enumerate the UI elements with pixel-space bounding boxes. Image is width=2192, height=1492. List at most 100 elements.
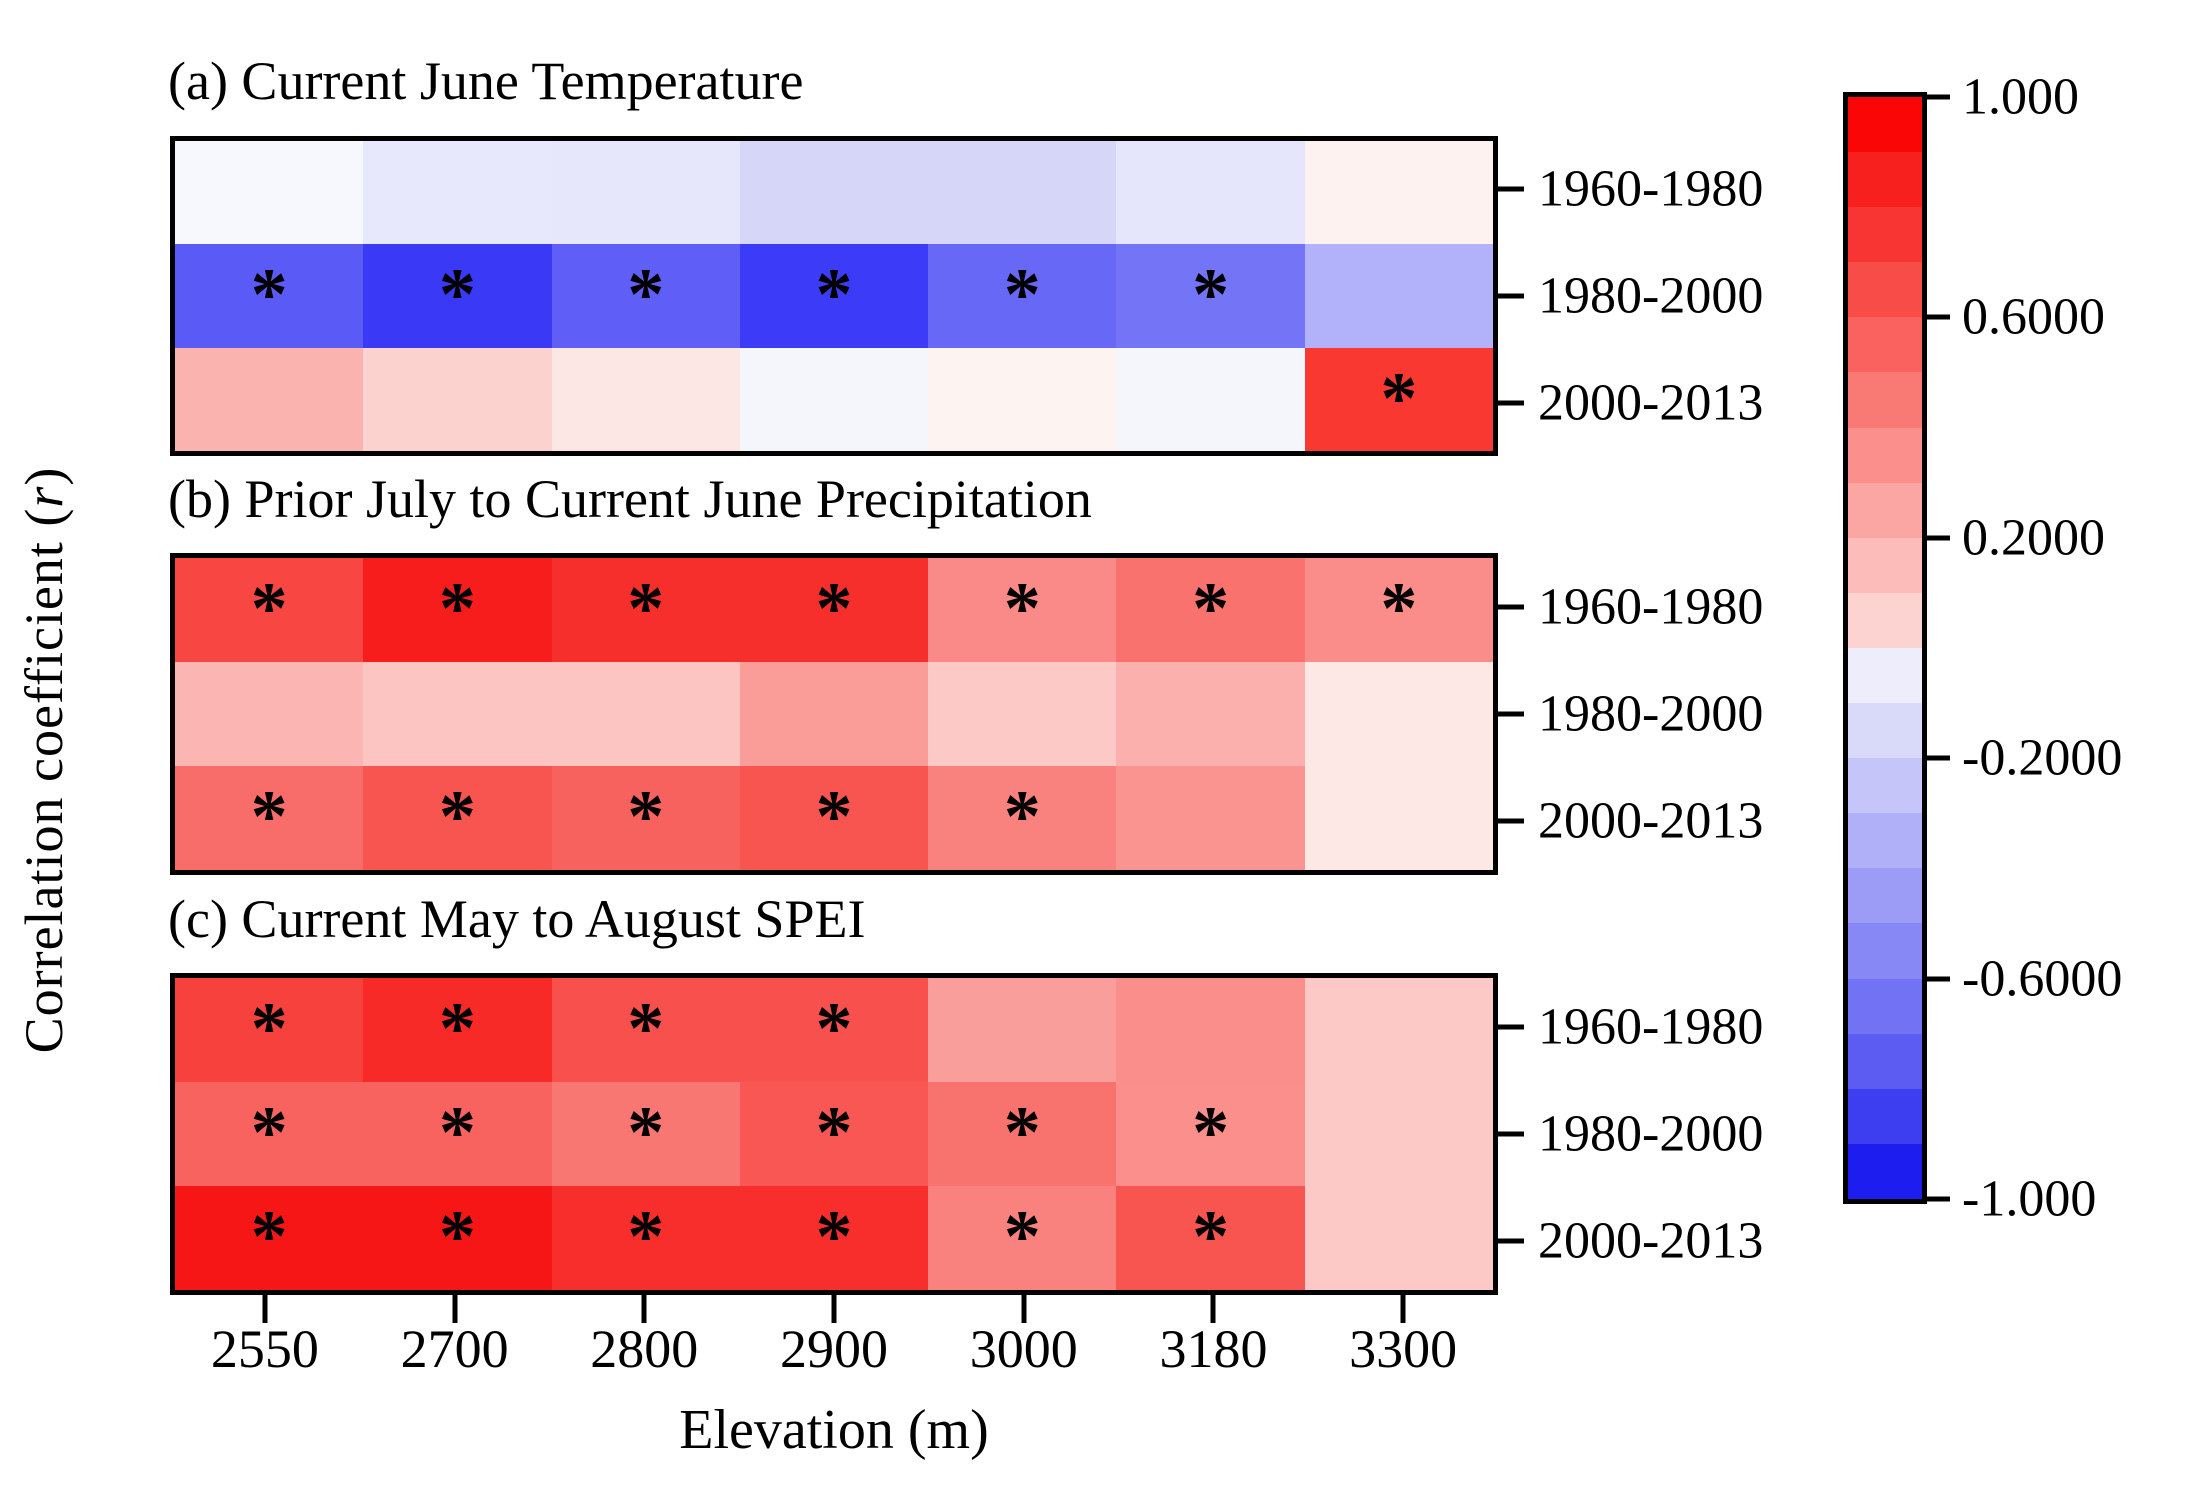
heatmap-cell xyxy=(175,347,364,451)
heatmap-cell: * xyxy=(175,244,364,348)
significance-asterisk: * xyxy=(250,776,288,858)
significance-asterisk: * xyxy=(1003,776,1041,858)
y-tick xyxy=(1498,604,1524,610)
heatmap-cell xyxy=(1116,662,1305,766)
y-tick xyxy=(1498,1131,1524,1137)
colorbar-band xyxy=(1848,703,1922,759)
x-tick-label: 2700 xyxy=(400,1319,509,1379)
heatmap-cell: * xyxy=(363,766,552,870)
significance-asterisk: * xyxy=(1003,1196,1041,1278)
heatmap-cell: * xyxy=(551,766,740,870)
significance-asterisk: * xyxy=(627,1092,665,1174)
significance-asterisk: * xyxy=(1003,568,1041,650)
heatmap-cell xyxy=(175,662,364,766)
heatmap-cell: * xyxy=(363,244,552,348)
colorbar-tick xyxy=(1922,1196,1950,1202)
significance-asterisk: * xyxy=(250,988,288,1070)
x-tick-label: 2550 xyxy=(210,1319,319,1379)
heatmap-cell xyxy=(739,662,929,766)
colorbar-band xyxy=(1848,97,1922,153)
panel-b-heatmap: * * * * * * * * * * * * xyxy=(170,553,1498,875)
row-label: 1960-1980 xyxy=(1538,578,1764,636)
heatmap-cell: * xyxy=(739,766,929,870)
colorbar-band xyxy=(1848,317,1922,373)
x-tick-label: 3180 xyxy=(1159,1319,1268,1379)
colorbar-tick-label: 1.000 xyxy=(1962,68,2079,126)
row-label: 2000-2013 xyxy=(1538,792,1764,850)
row-label: 2000-2013 xyxy=(1538,374,1764,432)
colorbar-band xyxy=(1848,482,1922,538)
heatmap-cell: * xyxy=(551,1082,740,1186)
row-label: 1980-2000 xyxy=(1538,685,1764,743)
heatmap-cell xyxy=(1304,244,1493,348)
heatmap-cell: * xyxy=(928,1082,1117,1186)
heatmap-cell: * xyxy=(928,1186,1117,1290)
significance-asterisk: * xyxy=(627,254,665,337)
significance-asterisk: * xyxy=(627,568,665,650)
significance-asterisk: * xyxy=(250,568,288,650)
y-axis-label-text: Correlation coefficient ( xyxy=(14,507,74,1054)
colorbar-band xyxy=(1848,207,1922,263)
significance-asterisk: * xyxy=(250,1092,288,1174)
heatmap-cell xyxy=(1304,978,1493,1082)
heatmap-cell xyxy=(739,347,929,451)
x-axis-label: Elevation (m) xyxy=(679,1399,989,1461)
heatmap-cell: * xyxy=(363,1082,552,1186)
y-tick xyxy=(1498,818,1524,824)
row-label: 1980-2000 xyxy=(1538,267,1764,325)
heatmap-cell xyxy=(1304,662,1493,766)
heatmap-cell: * xyxy=(551,978,740,1082)
panel-c-heatmap: * * * * * * * * * * * * * * * * xyxy=(170,973,1498,1295)
colorbar-tick xyxy=(1922,94,1950,100)
x-tick-label: 2800 xyxy=(590,1319,699,1379)
x-tick xyxy=(1210,1295,1216,1323)
heatmap-cell: * xyxy=(1304,558,1493,662)
heatmap-cell: * xyxy=(739,978,929,1082)
heatmap-cell: * xyxy=(551,558,740,662)
significance-asterisk: * xyxy=(1003,254,1041,337)
heatmap-cell: * xyxy=(175,1186,364,1290)
heatmap-cell: * xyxy=(1304,347,1493,451)
significance-asterisk: * xyxy=(815,254,853,337)
heatmap-cell xyxy=(1116,141,1305,245)
colorbar-band xyxy=(1848,813,1922,869)
heatmap-cell xyxy=(1304,141,1493,245)
heatmap-cell: * xyxy=(739,558,929,662)
colorbar-band xyxy=(1848,647,1922,704)
colorbar-tick xyxy=(1922,976,1950,982)
row-label: 1980-2000 xyxy=(1538,1105,1764,1163)
x-tick-label: 3300 xyxy=(1349,1319,1458,1379)
heatmap-cell: * xyxy=(175,766,364,870)
y-tick xyxy=(1498,1238,1524,1244)
significance-asterisk: * xyxy=(815,1092,853,1174)
colorbar-band xyxy=(1848,923,1922,979)
panel-b-title: (b) Prior July to Current June Precipita… xyxy=(168,469,1092,529)
heatmap-cell xyxy=(1116,347,1305,451)
x-tick-label: 3000 xyxy=(969,1319,1078,1379)
row-label: 1960-1980 xyxy=(1538,160,1764,218)
colorbar-tick-label: -0.2000 xyxy=(1962,729,2123,787)
heatmap-cell xyxy=(928,662,1117,766)
y-axis-label-italic-r: r xyxy=(14,485,74,508)
panel-c: * * * * * * * * * * * * * * * * 1960-1980 1980-2000 2000-… xyxy=(170,973,1763,1323)
heatmap-cell: * xyxy=(363,978,552,1082)
heatmap-cell: * xyxy=(175,558,364,662)
heatmap-cell: * xyxy=(551,1186,740,1290)
y-tick xyxy=(1498,186,1524,192)
panel-a-heatmap: * * * * * * * xyxy=(170,136,1498,456)
heatmap-cell: * xyxy=(363,558,552,662)
row-label: 1960-1980 xyxy=(1538,998,1764,1056)
significance-asterisk: * xyxy=(438,988,476,1070)
heatmap-cell xyxy=(739,141,929,245)
significance-asterisk: * xyxy=(438,254,476,337)
heatmap-cell xyxy=(551,141,740,245)
colorbar-band xyxy=(1848,372,1922,428)
significance-asterisk: * xyxy=(438,568,476,650)
x-tick xyxy=(1400,1295,1406,1323)
heatmap-cell: * xyxy=(1116,1186,1305,1290)
heatmap-cell xyxy=(551,347,740,451)
significance-asterisk: * xyxy=(815,988,853,1070)
colorbar-tick-label: 0.6000 xyxy=(1962,288,2105,346)
heatmap-cell xyxy=(1304,1082,1493,1186)
heatmap-cell: * xyxy=(1116,244,1305,348)
